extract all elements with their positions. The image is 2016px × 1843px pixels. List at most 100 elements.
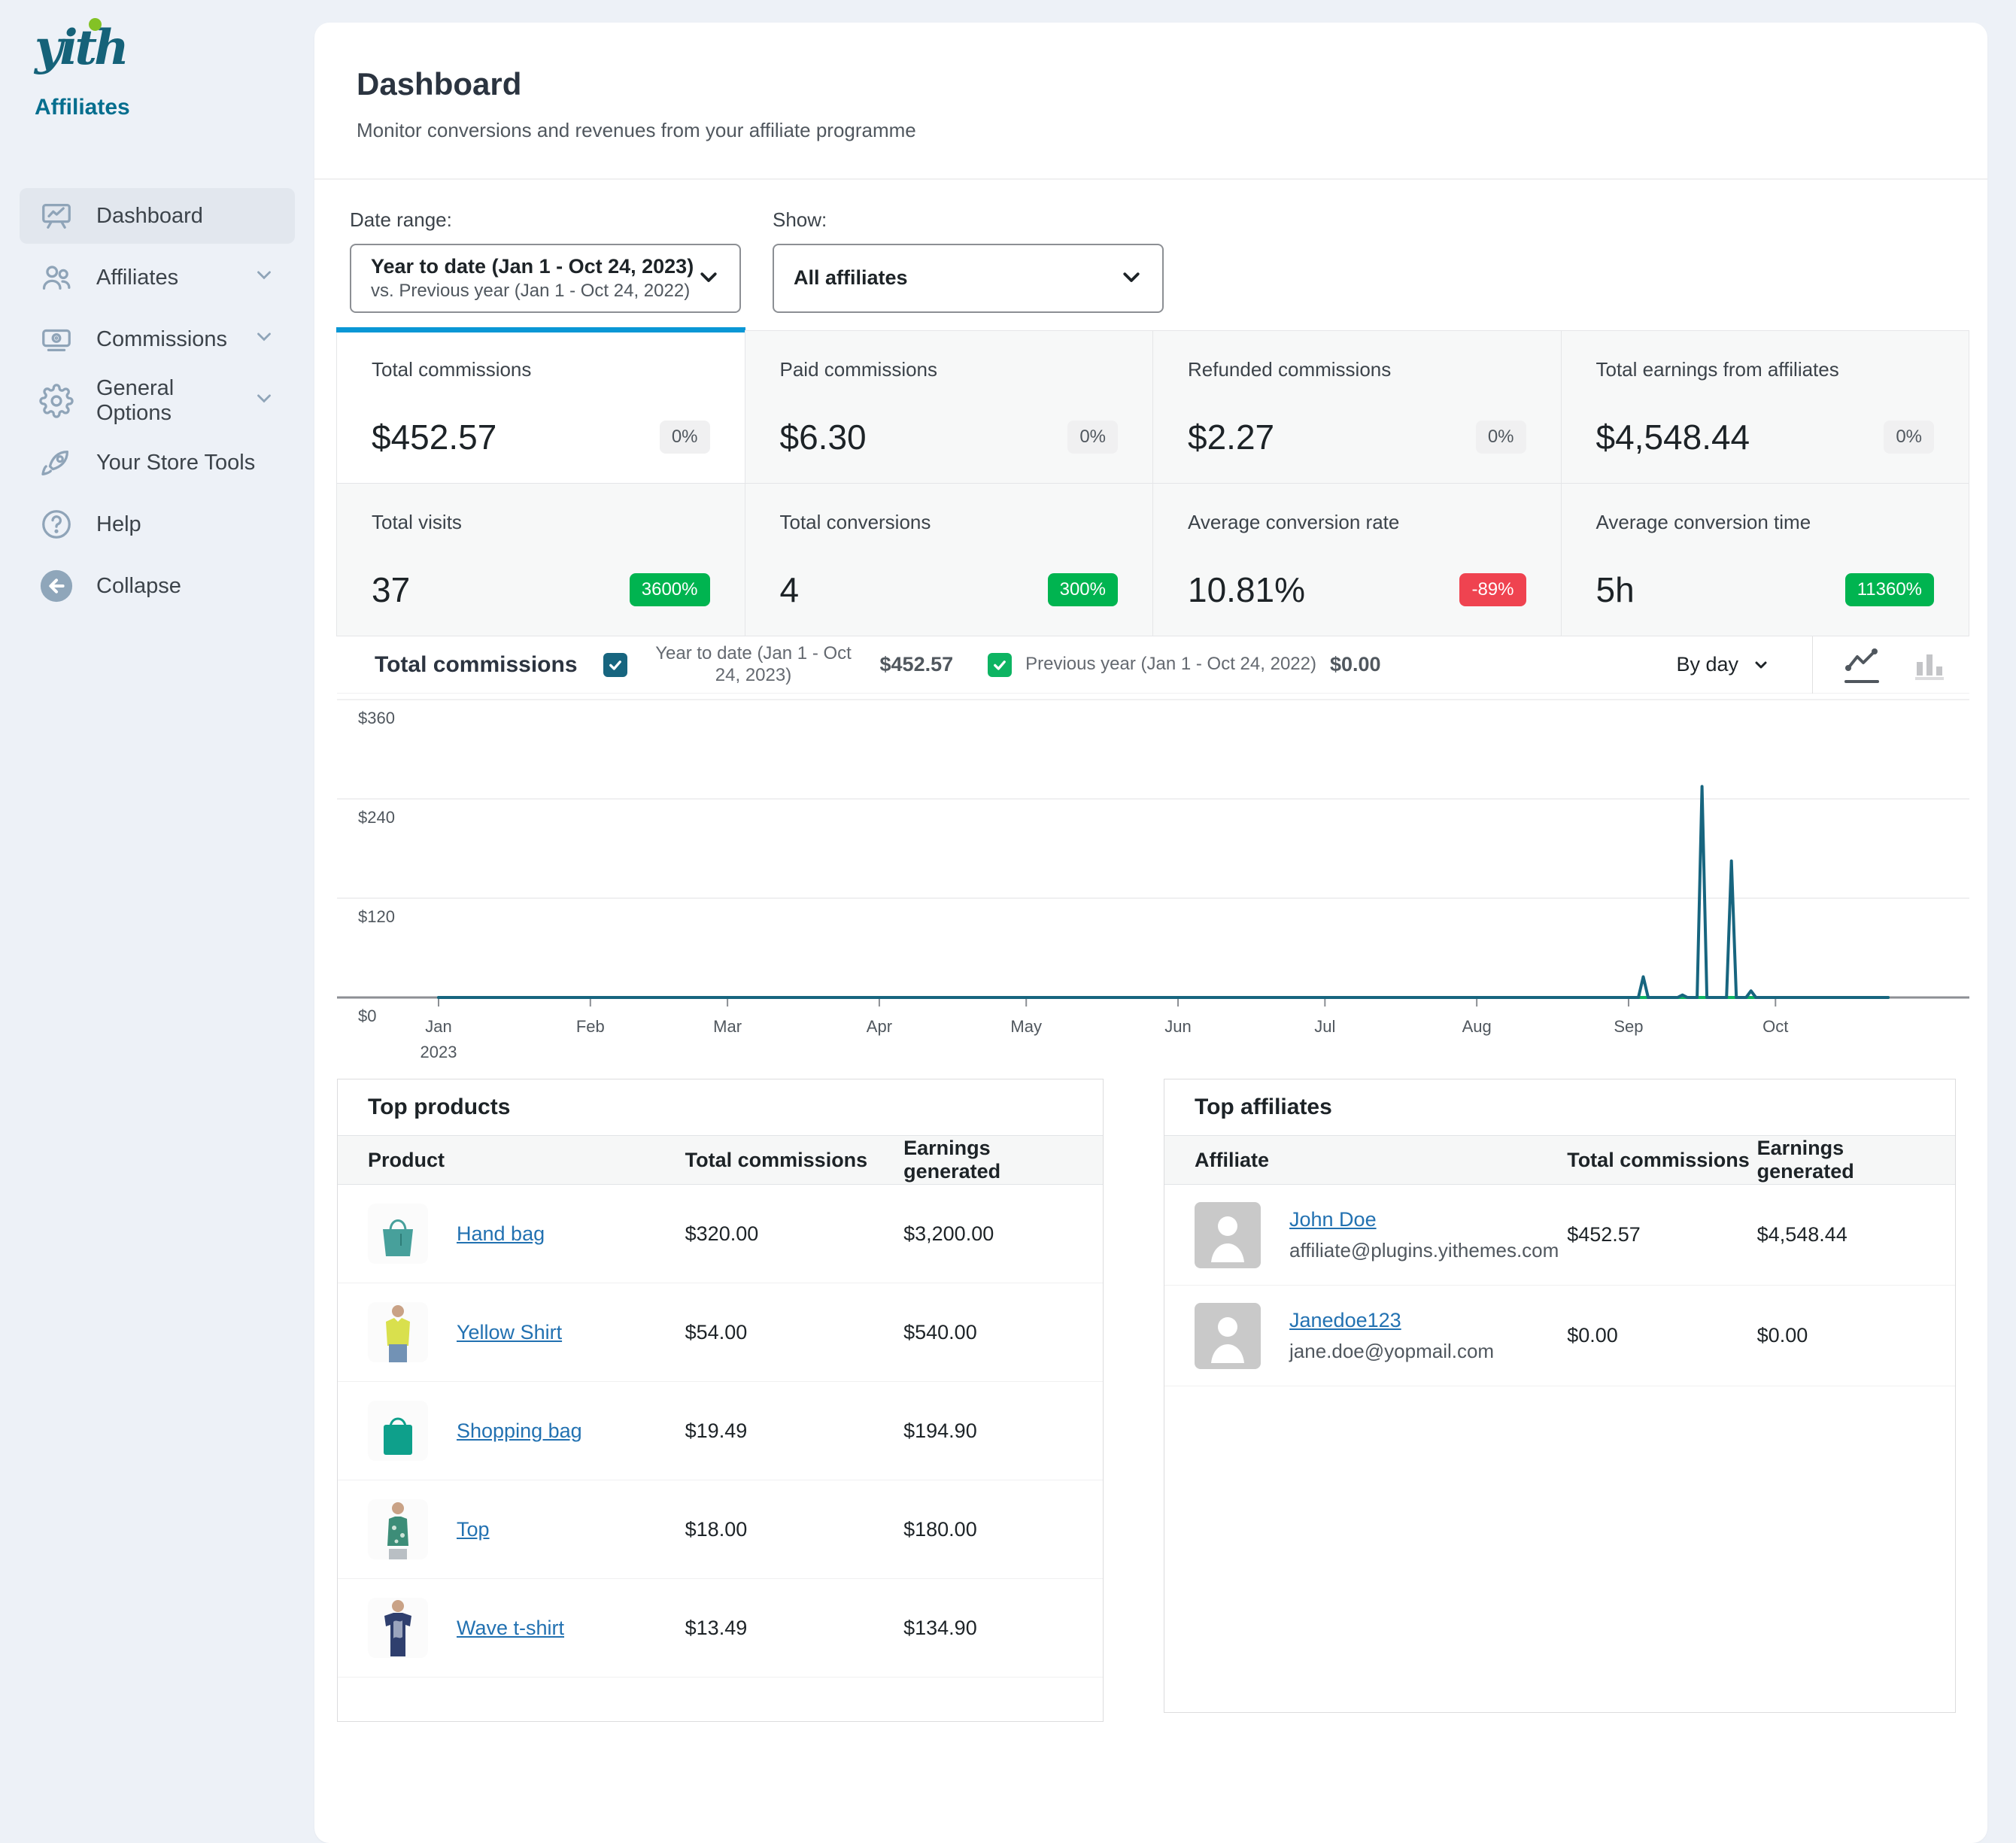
affiliate-commissions: $452.57 xyxy=(1567,1223,1641,1246)
affiliate-link-john-doe[interactable]: John Doe xyxy=(1289,1207,1377,1231)
column-header-earnings-generated: Earnings generated xyxy=(903,1137,1001,1183)
sidebar-item-label: Dashboard xyxy=(96,203,203,228)
active-indicator xyxy=(1844,679,1879,683)
product-link-shopping-bag[interactable]: Shopping bag xyxy=(457,1419,582,1442)
stat-value: 10.81% xyxy=(1188,570,1306,609)
stat-tile-average-conversion-rate[interactable]: Average conversion rate 10.81% -89% xyxy=(1152,483,1562,636)
sidebar-item-affiliates[interactable]: Affiliates xyxy=(20,250,295,305)
chevron-down-icon xyxy=(1120,266,1143,292)
stat-change-badge: 3600% xyxy=(629,573,710,606)
product-link-hand-bag[interactable]: Hand bag xyxy=(457,1222,545,1245)
chart-legend: Year to date (Jan 1 - Oct 24, 2023) $452.… xyxy=(603,643,1416,687)
product-commissions: $18.00 xyxy=(685,1517,748,1541)
sidebar-item-label: Help xyxy=(96,512,141,536)
sidebar-item-label: General Options xyxy=(96,376,175,425)
svg-text:$360: $360 xyxy=(358,709,395,727)
chevron-down-icon xyxy=(1755,661,1767,668)
column-header-total-commissions: Total commissions xyxy=(1567,1148,1750,1171)
product-earnings: $3,200.00 xyxy=(903,1222,994,1245)
sidebar: yith Affiliates Dashboard Affiliates Commi… xyxy=(0,0,314,1735)
product-row-wave-t-shirt: Wave t-shirt $13.49 $134.90 xyxy=(338,1579,1103,1678)
svg-text:$240: $240 xyxy=(358,808,395,827)
stat-change-badge: 0% xyxy=(1884,421,1934,454)
chevron-down-icon xyxy=(253,387,275,415)
stat-tile-average-conversion-time[interactable]: Average conversion time 5h 11360% xyxy=(1560,483,1969,636)
svg-text:$0: $0 xyxy=(358,1007,376,1025)
interval-select[interactable]: By day xyxy=(1676,653,1770,676)
sidebar-item-help[interactable]: Help xyxy=(20,496,295,552)
svg-text:2023: 2023 xyxy=(421,1043,457,1061)
affiliates-icon xyxy=(39,260,74,295)
legend-checkbox-current[interactable] xyxy=(603,652,627,677)
stat-value: 5h xyxy=(1595,570,1635,609)
chart-title: Total commissions xyxy=(375,651,578,677)
stats-grid: Total commissions $452.57 0% Paid commissio… xyxy=(336,327,1969,636)
date-range-select[interactable]: Year to date (Jan 1 - Oct 24, 2023) vs. … xyxy=(350,244,741,313)
commissions-chart: $360 $240 $120 $0 Jan 2023 Feb Mar Apr May Jun Jul A… xyxy=(337,699,1969,1061)
svg-text:Mar: Mar xyxy=(713,1017,742,1036)
product-image-top xyxy=(368,1499,428,1559)
product-commissions: $19.49 xyxy=(685,1419,748,1442)
stat-change-badge: 0% xyxy=(659,421,710,454)
stat-change-badge: -89% xyxy=(1459,573,1526,606)
product-link-yellow-shirt[interactable]: Yellow Shirt xyxy=(457,1320,563,1344)
product-link-wave-t-shirt[interactable]: Wave t-shirt xyxy=(457,1616,565,1639)
stat-tile-total-earnings-from-affiliates[interactable]: Total earnings from affiliates $4,548.44 0… xyxy=(1560,330,1969,484)
line-chart-toggle[interactable] xyxy=(1844,647,1879,683)
product-earnings: $134.90 xyxy=(903,1616,977,1639)
show-label: Show: xyxy=(773,208,827,231)
sidebar-item-label: Your Store Tools xyxy=(96,450,256,475)
sidebar-item-dashboard[interactable]: Dashboard xyxy=(20,188,295,244)
affiliate-email: jane.doe@yopmail.com xyxy=(1289,1339,1495,1362)
bar-chart-toggle[interactable] xyxy=(1912,650,1947,680)
sidebar-item-label: Affiliates xyxy=(96,265,179,290)
affiliate-link-janedoe123[interactable]: Janedoe123 xyxy=(1289,1308,1401,1331)
product-link-top[interactable]: Top xyxy=(457,1517,490,1541)
date-range-compare: vs. Previous year (Jan 1 - Oct 24, 2022) xyxy=(371,280,691,301)
svg-text:Jun: Jun xyxy=(1164,1017,1191,1036)
sidebar-item-general-options[interactable]: General Options xyxy=(20,373,295,429)
sidebar-item-your-store-tools[interactable]: Your Store Tools xyxy=(20,435,295,490)
column-header-total-commissions: Total commissions xyxy=(685,1148,868,1171)
svg-text:Jul: Jul xyxy=(1314,1017,1335,1036)
sidebar-item-label: Collapse xyxy=(96,573,181,598)
stat-change-badge: 0% xyxy=(1067,421,1118,454)
column-header-product: Product xyxy=(368,1148,445,1171)
sidebar-menu: Dashboard Affiliates Commissions General Op… xyxy=(0,188,314,614)
product-earnings: $540.00 xyxy=(903,1320,977,1344)
stat-change-badge: 0% xyxy=(1475,421,1526,454)
sidebar-item-commissions[interactable]: Commissions xyxy=(20,311,295,367)
legend-checkbox-previous[interactable] xyxy=(988,652,1013,677)
stat-value: $6.30 xyxy=(779,417,867,457)
interval-label: By day xyxy=(1676,653,1738,676)
avatar xyxy=(1195,1201,1261,1268)
product-row-hand-bag: Hand bag $320.00 $3,200.00 xyxy=(338,1185,1103,1283)
collapse-icon xyxy=(39,569,74,603)
affiliates-filter-select[interactable]: All affiliates xyxy=(773,244,1164,313)
legend-label: Previous year (Jan 1 - Oct 24, 2022) xyxy=(1025,654,1316,675)
product-commissions: $320.00 xyxy=(685,1222,759,1245)
svg-text:Feb: Feb xyxy=(576,1017,605,1036)
product-commissions: $13.49 xyxy=(685,1616,748,1639)
top-affiliates-panel: Top affiliates Affiliate Total commission… xyxy=(1164,1079,1956,1713)
stat-label: Total conversions xyxy=(779,511,931,533)
chevron-down-icon xyxy=(253,325,275,354)
line-chart-icon xyxy=(1845,648,1878,671)
stat-tile-total-commissions[interactable]: Total commissions $452.57 0% xyxy=(336,327,745,484)
affiliate-commissions: $0.00 xyxy=(1567,1324,1618,1347)
svg-text:Aug: Aug xyxy=(1462,1017,1492,1036)
stat-tile-paid-commissions[interactable]: Paid commissions $6.30 0% xyxy=(744,330,1153,484)
stat-tile-total-visits[interactable]: Total visits 37 3600% xyxy=(336,483,745,636)
affiliate-row-janedoe123: Janedoe123 jane.doe@yopmail.com $0.00 $0.00 xyxy=(1164,1286,1955,1386)
help-icon xyxy=(39,507,74,542)
svg-text:Sep: Sep xyxy=(1614,1017,1643,1036)
avatar xyxy=(1195,1302,1261,1369)
product-image-shopping-bag xyxy=(368,1401,428,1461)
legend-label: Year to date (Jan 1 - Oct 24, 2023) xyxy=(655,642,852,685)
product-commissions: $54.00 xyxy=(685,1320,748,1344)
stat-tile-refunded-commissions[interactable]: Refunded commissions $2.27 0% xyxy=(1152,330,1562,484)
stat-label: Average conversion time xyxy=(1595,511,1811,533)
sidebar-item-label: Commissions xyxy=(96,326,228,351)
sidebar-item-collapse[interactable]: Collapse xyxy=(20,558,295,614)
stat-tile-total-conversions[interactable]: Total conversions 4 300% xyxy=(744,483,1153,636)
